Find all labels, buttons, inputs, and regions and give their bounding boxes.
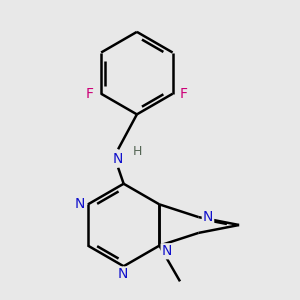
Text: N: N	[113, 152, 123, 167]
Text: F: F	[180, 87, 188, 101]
Text: F: F	[86, 87, 94, 101]
Text: H: H	[133, 145, 142, 158]
Text: N: N	[203, 210, 213, 224]
Text: N: N	[118, 268, 128, 281]
Text: N: N	[162, 244, 172, 258]
Text: N: N	[74, 197, 85, 212]
